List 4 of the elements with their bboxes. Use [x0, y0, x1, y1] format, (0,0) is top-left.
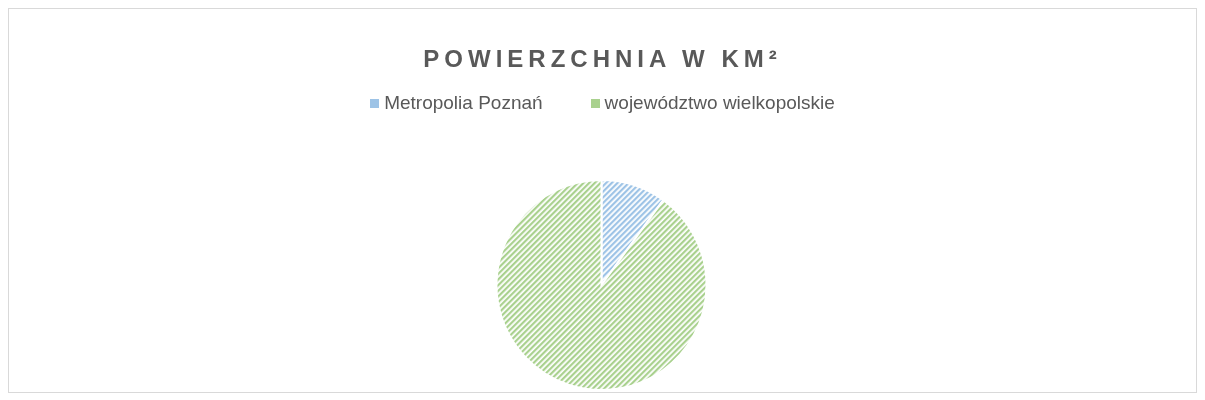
legend-label: Metropolia Poznań	[384, 92, 543, 114]
legend-label: województwo wielkopolskie	[604, 92, 835, 114]
pie-slice	[496, 180, 707, 390]
chart-title: POWIERZCHNIA W KM²	[422, 44, 783, 74]
